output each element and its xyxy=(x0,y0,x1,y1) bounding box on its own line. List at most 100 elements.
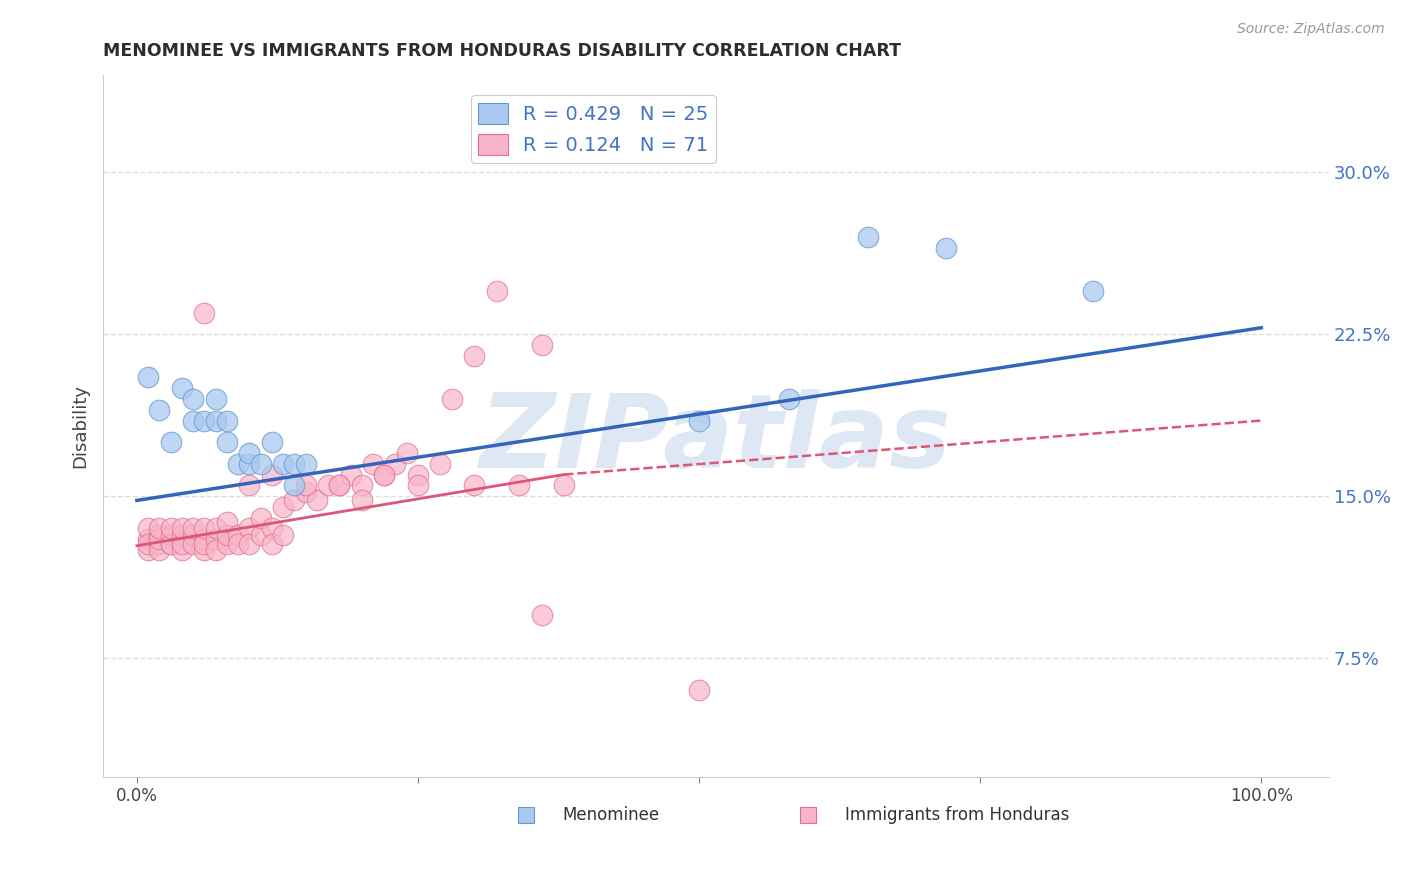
Point xyxy=(530,607,553,622)
Point xyxy=(373,467,395,482)
Point xyxy=(181,528,204,542)
Y-axis label: Disability: Disability xyxy=(72,384,89,468)
Point xyxy=(463,478,485,492)
Point xyxy=(159,528,181,542)
Point xyxy=(395,446,418,460)
Point xyxy=(238,521,260,535)
Point xyxy=(170,521,193,535)
Point xyxy=(215,435,238,450)
Point xyxy=(193,536,215,550)
Point xyxy=(215,536,238,550)
Point xyxy=(226,457,249,471)
Point xyxy=(193,543,215,558)
Point xyxy=(159,521,181,535)
Point xyxy=(170,536,193,550)
Point xyxy=(136,521,159,535)
Point xyxy=(1081,284,1104,298)
Point xyxy=(249,457,271,471)
Point xyxy=(148,402,170,417)
Point xyxy=(238,478,260,492)
Point xyxy=(159,536,181,550)
Point xyxy=(373,467,395,482)
Point xyxy=(271,457,294,471)
Point xyxy=(204,533,226,547)
Point xyxy=(193,305,215,319)
Point xyxy=(181,536,204,550)
Point xyxy=(226,528,249,542)
Point xyxy=(271,500,294,514)
Point xyxy=(159,536,181,550)
Point xyxy=(181,521,204,535)
Point xyxy=(204,392,226,406)
Point xyxy=(316,478,339,492)
Point xyxy=(530,338,553,352)
Point xyxy=(260,521,283,535)
Legend: R = 0.429   N = 25, R = 0.124   N = 71: R = 0.429 N = 25, R = 0.124 N = 71 xyxy=(471,95,716,163)
Point xyxy=(384,457,406,471)
Point xyxy=(148,543,170,558)
Point xyxy=(283,493,305,508)
Point xyxy=(148,536,170,550)
Point xyxy=(485,284,508,298)
Point xyxy=(204,543,226,558)
Point xyxy=(350,493,373,508)
Point xyxy=(339,467,361,482)
Point xyxy=(226,536,249,550)
Point xyxy=(294,478,316,492)
Point xyxy=(406,467,429,482)
Point xyxy=(260,435,283,450)
Point xyxy=(935,241,957,255)
Point xyxy=(136,536,159,550)
Point xyxy=(260,536,283,550)
Point xyxy=(688,413,710,427)
Point xyxy=(170,528,193,542)
Point xyxy=(508,478,530,492)
Point xyxy=(778,392,800,406)
Point xyxy=(271,528,294,542)
Point xyxy=(148,533,170,547)
Point xyxy=(553,478,575,492)
Point xyxy=(856,230,879,244)
Point xyxy=(159,435,181,450)
Text: Source: ZipAtlas.com: Source: ZipAtlas.com xyxy=(1237,22,1385,37)
Point xyxy=(170,381,193,395)
Point xyxy=(193,413,215,427)
Point xyxy=(215,515,238,529)
Text: ZIPatlas: ZIPatlas xyxy=(479,390,952,491)
Point xyxy=(136,543,159,558)
Point xyxy=(215,413,238,427)
Point xyxy=(215,528,238,542)
Point xyxy=(328,478,350,492)
Point xyxy=(181,392,204,406)
Point xyxy=(238,536,260,550)
Point xyxy=(350,478,373,492)
Point xyxy=(193,521,215,535)
Point xyxy=(361,457,384,471)
Point xyxy=(294,457,316,471)
Point xyxy=(238,446,260,460)
Point xyxy=(305,493,328,508)
Point xyxy=(688,683,710,698)
Point xyxy=(148,528,170,542)
Point xyxy=(148,521,170,535)
Point xyxy=(294,484,316,499)
Point xyxy=(283,478,305,492)
Point xyxy=(204,521,226,535)
Point xyxy=(238,457,260,471)
Point xyxy=(136,533,159,547)
Point xyxy=(429,457,451,471)
Text: Immigrants from Honduras: Immigrants from Honduras xyxy=(845,806,1069,824)
Text: Menominee: Menominee xyxy=(562,806,659,824)
Point xyxy=(136,370,159,384)
Point xyxy=(249,528,271,542)
Point xyxy=(181,413,204,427)
Point xyxy=(170,533,193,547)
Point xyxy=(204,413,226,427)
Point xyxy=(260,467,283,482)
Point xyxy=(170,543,193,558)
Point xyxy=(328,478,350,492)
Text: MENOMINEE VS IMMIGRANTS FROM HONDURAS DISABILITY CORRELATION CHART: MENOMINEE VS IMMIGRANTS FROM HONDURAS DI… xyxy=(103,42,901,60)
Point xyxy=(249,510,271,524)
Point xyxy=(406,478,429,492)
Point xyxy=(193,533,215,547)
